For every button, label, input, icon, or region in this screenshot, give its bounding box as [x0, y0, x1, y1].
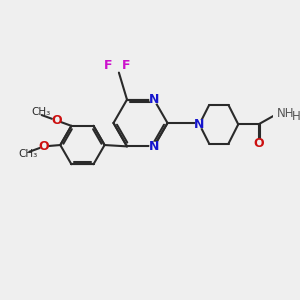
Circle shape [40, 143, 48, 150]
Text: CH₃: CH₃ [31, 107, 50, 117]
Circle shape [53, 117, 60, 124]
Text: O: O [253, 137, 264, 150]
Text: N: N [149, 93, 159, 106]
Circle shape [255, 140, 262, 148]
Text: F: F [104, 58, 112, 71]
Text: NH: NH [277, 107, 294, 120]
Text: N: N [194, 118, 205, 131]
Circle shape [150, 142, 158, 150]
Text: CH₃: CH₃ [19, 149, 38, 160]
Circle shape [196, 121, 203, 128]
Text: H: H [292, 110, 300, 123]
Text: F: F [122, 58, 131, 71]
Text: O: O [51, 114, 62, 127]
Text: O: O [39, 140, 50, 153]
Text: N: N [149, 140, 159, 153]
Circle shape [150, 96, 158, 104]
